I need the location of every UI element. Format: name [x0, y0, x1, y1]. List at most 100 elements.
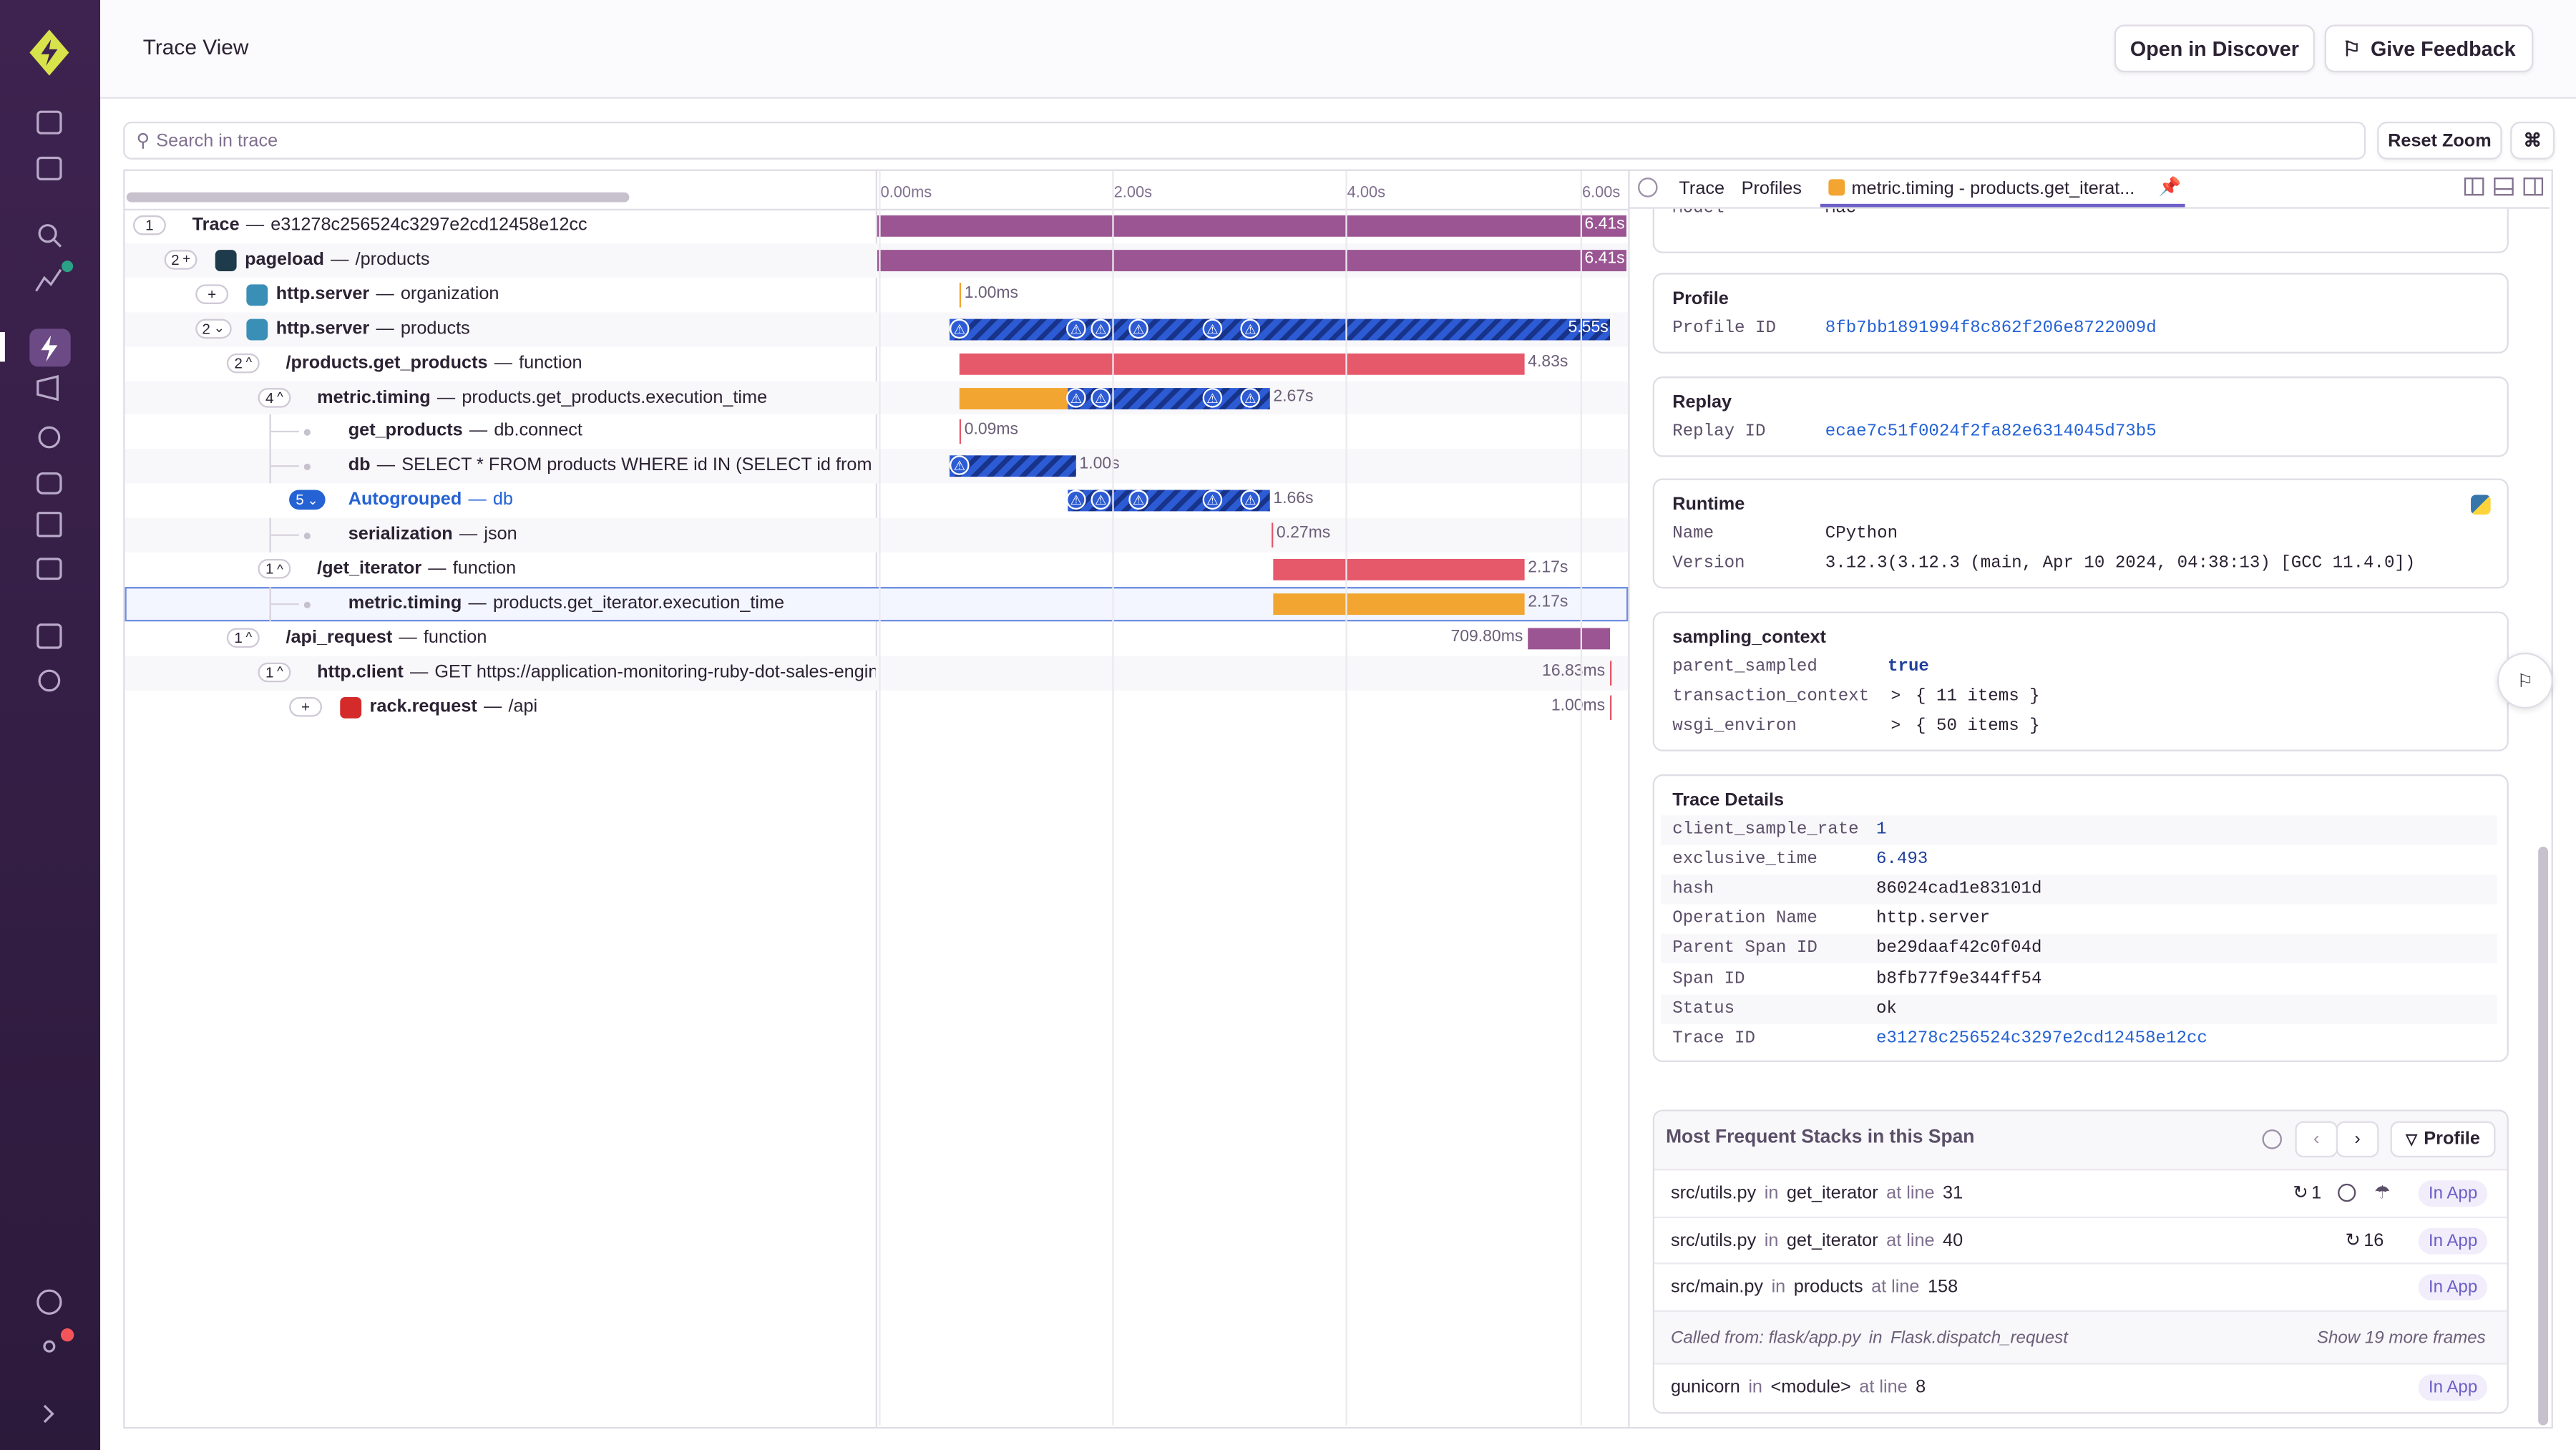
nav-icon[interactable] — [38, 426, 61, 449]
help-icon[interactable] — [2262, 1129, 2283, 1149]
detail-scrollbar[interactable] — [2538, 846, 2548, 1426]
span-bar[interactable] — [959, 282, 962, 308]
github-icon[interactable] — [2338, 1183, 2356, 1202]
span-bar[interactable] — [959, 419, 962, 445]
warning-icon[interactable]: ⚠ — [1091, 386, 1111, 407]
prev-button[interactable]: ‹ — [2295, 1121, 2338, 1158]
span-row[interactable]: 1 ^ /get_iterator — function 2.17s — [125, 553, 1628, 587]
span-bar[interactable] — [1528, 628, 1611, 649]
search-input[interactable]: ⚲ Search in trace — [123, 121, 2366, 160]
warning-icon[interactable]: ⚠ — [1091, 318, 1111, 339]
tab[interactable]: Trace — [1679, 179, 1725, 199]
warning-icon[interactable]: ⚠ — [1240, 318, 1260, 339]
show-more-frames[interactable]: Show 19 more frames — [2316, 1328, 2486, 1348]
span-count-badge[interactable]: + — [289, 696, 323, 716]
nav-icon[interactable] — [36, 623, 62, 649]
span-bar[interactable] — [877, 249, 1626, 271]
tab-active[interactable]: metric.timing - products.get_iterat... — [1851, 179, 2135, 199]
warning-icon[interactable]: ⚠ — [1091, 490, 1111, 510]
span-bar[interactable] — [959, 352, 1525, 374]
span-row[interactable]: 2 + pageload — /products 6.41s — [125, 243, 1629, 278]
span-row[interactable]: 2 ⌄ http.server — products ⚠ ⚠ ⚠ ⚠ ⚠ ⚠ 5.55s — [125, 311, 1629, 346]
warning-icon[interactable]: ⚠ — [1128, 490, 1148, 510]
nav-icon[interactable] — [43, 1340, 56, 1353]
span-row[interactable]: + rack.request — /api 1.00ms — [125, 690, 1628, 724]
span-count-badge[interactable]: 2 + — [164, 249, 197, 270]
shortcut-button[interactable]: ⌘ — [2510, 121, 2555, 160]
tab[interactable]: Profiles — [1741, 179, 1802, 199]
span-label: /api_request — function — [286, 628, 875, 648]
span-bar[interactable] — [877, 215, 1626, 237]
nav-icon[interactable] — [38, 224, 57, 243]
open-discover-button[interactable]: Open in Discover — [2114, 24, 2315, 73]
warning-icon[interactable]: ⚠ — [1240, 386, 1260, 407]
nav-icon[interactable] — [36, 558, 62, 580]
warning-icon[interactable]: ⚠ — [1202, 490, 1223, 510]
nav-icon[interactable] — [43, 1404, 54, 1424]
warning-icon[interactable]: ⚠ — [1202, 318, 1223, 339]
warning-icon[interactable]: ⚠ — [950, 455, 970, 476]
span-row[interactable]: 2 ^ /products.get_products — function 4.83s — [125, 346, 1628, 381]
span-bar[interactable] — [1273, 558, 1525, 580]
feedback-float[interactable]: ⚐ — [2497, 652, 2553, 709]
span-row[interactable]: 1 Trace — e31278c256524c3297e2cd12458e12cc 6… — [125, 209, 1628, 243]
span-bar[interactable] — [1272, 522, 1274, 548]
expand-chevron[interactable]: > — [1890, 716, 1901, 736]
span-count: + — [301, 698, 311, 715]
tree-scrollbar[interactable] — [126, 192, 630, 203]
card-title: Trace Details — [1672, 790, 1785, 811]
span-row[interactable]: get_products — db.connect 0.09ms — [125, 414, 1628, 449]
span-bar[interactable] — [1610, 694, 1612, 720]
layout-icon[interactable] — [2523, 177, 2544, 196]
nav-icon[interactable] — [36, 512, 62, 537]
span-count-badge[interactable]: 5 ⌄ — [289, 490, 325, 510]
warning-icon[interactable]: ⚠ — [1066, 318, 1086, 339]
reset-zoom-button[interactable]: Reset Zoom — [2377, 121, 2502, 160]
warning-icon[interactable]: ⚠ — [1066, 386, 1086, 407]
span-row[interactable]: db — SELECT * FROM products WHERE id IN (S… — [125, 449, 1629, 484]
span-count-badge[interactable]: 1 — [132, 215, 166, 235]
span-count-badge[interactable]: + — [195, 283, 229, 304]
warning-icon[interactable]: ⚠ — [1066, 490, 1086, 510]
tab-pin[interactable]: 📌 — [2158, 177, 2182, 198]
nav-icon[interactable] — [35, 268, 62, 292]
span-row[interactable]: + http.server — organization 1.00ms — [125, 278, 1628, 312]
codecov-icon[interactable]: ☂ — [2373, 1183, 2391, 1204]
span-row[interactable]: 4 ^ metric.timing — products.get_products.ex… — [125, 380, 1629, 415]
tab-close[interactable] — [1638, 177, 1658, 198]
span-count-badge[interactable]: 1 ^ — [226, 628, 260, 648]
span-row[interactable]: 1 ^ http.client — GET https://application-mo… — [125, 655, 1629, 690]
span-bar[interactable] — [959, 386, 1076, 409]
nav-icon[interactable] — [36, 110, 62, 135]
span-count-badge[interactable]: 4 ^ — [258, 386, 291, 407]
span-bar[interactable] — [950, 318, 1611, 340]
span-count-badge[interactable]: 2 ^ — [226, 352, 260, 373]
nav-icon[interactable] — [36, 374, 59, 402]
span-count-badge[interactable]: 2 ⌄ — [195, 318, 232, 339]
span-count-badge[interactable]: 1 ^ — [258, 661, 291, 682]
span-bar[interactable] — [1610, 660, 1612, 686]
span-description: GET https://application-monitoring-ruby-… — [434, 661, 875, 682]
span-count-badge[interactable]: 1 ^ — [258, 558, 291, 579]
profile-button[interactable]: ▽ Profile — [2390, 1121, 2496, 1158]
span-row[interactable]: 5 ⌄ Autogrouped — db ⚠ ⚠ ⚠ ⚠ ⚠ 1.66s — [125, 484, 1628, 518]
span-row[interactable]: 1 ^ /api_request — function 709.80ms — [125, 621, 1628, 656]
give-feedback-button[interactable]: ⚐ Give Feedback — [2324, 24, 2534, 73]
span-bar[interactable] — [950, 455, 1076, 477]
expand-chevron[interactable]: > — [1890, 687, 1901, 706]
warning-icon[interactable]: ⚠ — [1240, 490, 1260, 510]
span-row[interactable]: metric.timing — products.get_iterator.exec… — [125, 586, 1629, 621]
nav-icon[interactable] — [36, 1289, 62, 1315]
span-row[interactable]: serialization — json 0.27ms — [125, 517, 1629, 553]
nav-icon[interactable] — [38, 669, 61, 692]
layout-icon[interactable] — [2494, 177, 2514, 196]
span-bar[interactable] — [1273, 593, 1525, 615]
nav-icon[interactable] — [36, 156, 62, 180]
next-button[interactable]: › — [2336, 1121, 2379, 1158]
warning-icon[interactable]: ⚠ — [1202, 386, 1223, 407]
warning-icon[interactable]: ⚠ — [950, 318, 970, 339]
nav-icon[interactable] — [36, 472, 62, 495]
stacks-title: Most Frequent Stacks in this Span — [1666, 1127, 1975, 1148]
warning-icon[interactable]: ⚠ — [1128, 318, 1148, 339]
layout-icon[interactable] — [2464, 177, 2484, 196]
